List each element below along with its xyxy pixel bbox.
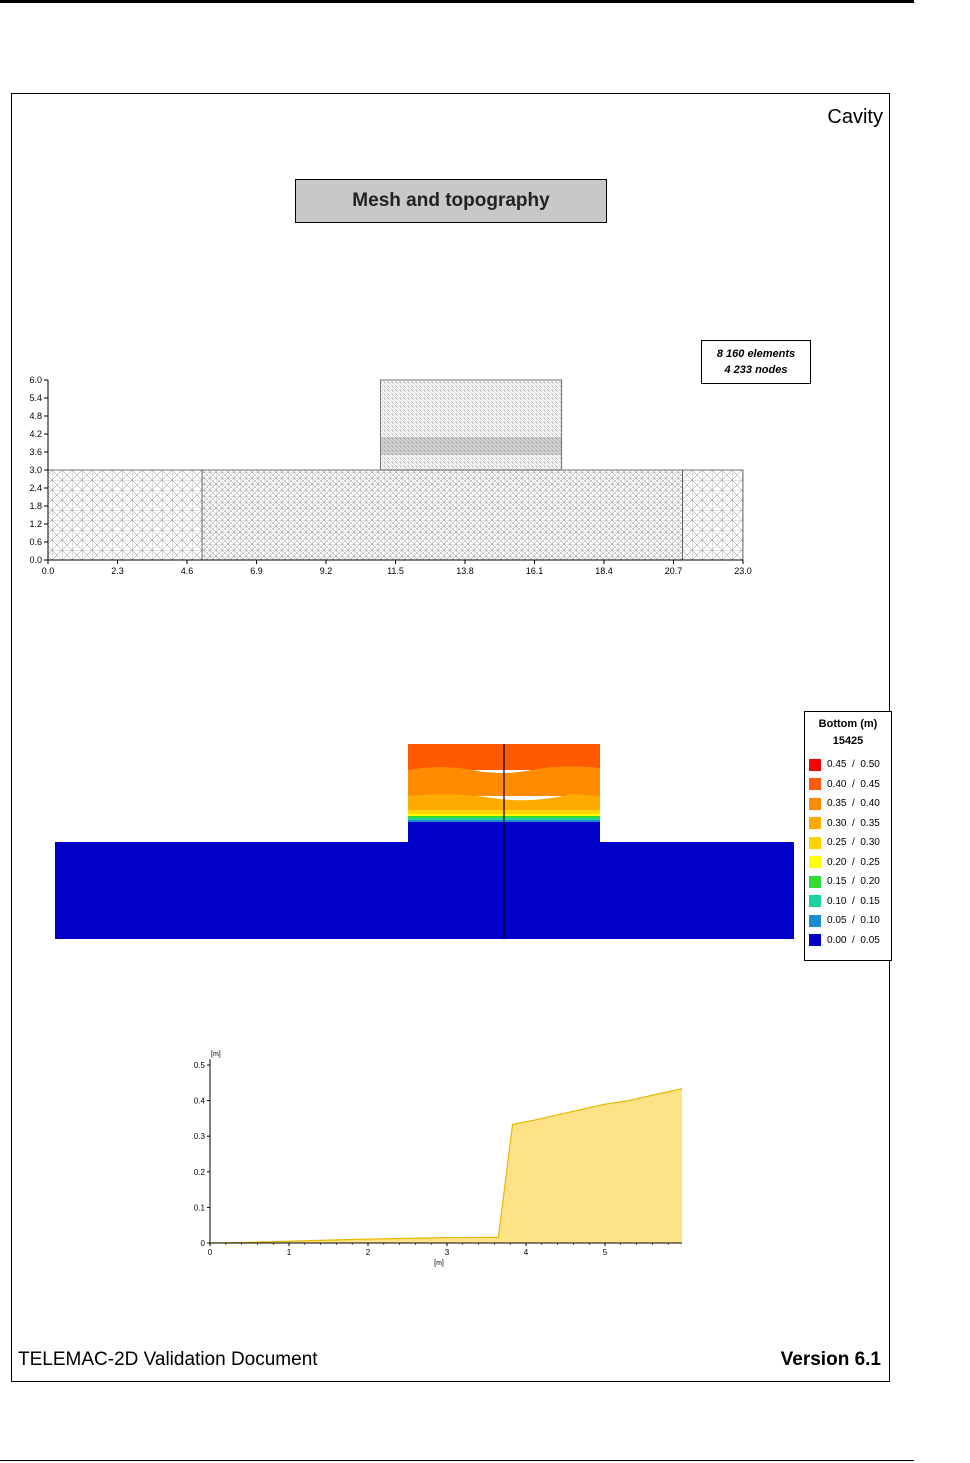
legend-entry: 0.10 / 0.15 [805, 892, 891, 912]
mesh-x-tick-label: 0.0 [42, 566, 55, 576]
legend-swatch [809, 817, 821, 830]
mesh-y-tick-label: 1.2 [29, 519, 42, 529]
legend-entry: 0.40 / 0.45 [805, 775, 891, 795]
mesh-y-tick-label: 0.6 [29, 537, 42, 547]
legend-entry: 0.05 / 0.10 [805, 911, 891, 931]
legend-swatch [809, 778, 821, 791]
mesh-y-tick-label: 1.8 [29, 501, 42, 511]
profile-y-tick-label: 0.3 [194, 1132, 206, 1141]
legend-label: 0.30 / 0.35 [827, 817, 880, 829]
legend-entry: 0.15 / 0.20 [805, 872, 891, 892]
legend-label: 0.20 / 0.25 [827, 856, 880, 868]
legend-swatch [809, 934, 821, 947]
mesh-x-tick-label: 13.8 [456, 566, 474, 576]
bottom-contour-plot [55, 744, 794, 939]
profile-x-tick-label: 4 [524, 1248, 529, 1257]
legend-label: 0.35 / 0.40 [827, 798, 880, 810]
legend-entry: 0.25 / 0.30 [805, 833, 891, 853]
mesh-x-tick-label: 6.9 [250, 566, 263, 576]
legend-swatch [809, 758, 821, 771]
profile-y-tick-label: 0 [201, 1239, 206, 1248]
legend-swatch [809, 797, 821, 810]
mesh-x-tick-label: 16.1 [526, 566, 544, 576]
mesh-main-block [201, 469, 683, 561]
legend-swatch [809, 895, 821, 908]
legend-label: 0.45 / 0.50 [827, 759, 880, 771]
legend-swatch [809, 856, 821, 869]
mesh-outlet-block [682, 469, 744, 561]
mesh-y-tick-label: 4.2 [29, 429, 42, 439]
bottom-profile-chart: 0 0.1 0.2 0.3 0.4 0.5 0 1 2 3 4 5 [m] [m] [194, 1051, 682, 1267]
profile-y-tick-label: 0.1 [194, 1203, 206, 1212]
legend-subtitle: 15425 [832, 735, 864, 747]
mesh-domain [47, 379, 744, 561]
mesh-x-tick-label: 18.4 [595, 566, 613, 576]
legend-label: 0.00 / 0.05 [827, 934, 880, 946]
mesh-inlet-block [47, 469, 203, 561]
case-title: Cavity [827, 106, 883, 128]
header-rule [0, 0, 914, 3]
document-title: TELEMAC-2D Validation Document [18, 1349, 318, 1370]
mesh-title: Mesh and topography [295, 179, 607, 223]
mesh-nodes-count: 4 233 nodes [724, 364, 788, 376]
profile-x-label: [m] [434, 1260, 444, 1267]
profile-x-tick-label: 1 [287, 1248, 292, 1257]
mesh-plot: 0.0 2.3 4.6 6.9 9.2 11.5 13.8 16.1 18.4 20.7 23.0 0… [29, 375, 751, 576]
bottom-legend: Bottom (m) 15425 0.45 / 0.50 0.40 / 0.45 0… [804, 711, 892, 961]
legend-label: 0.40 / 0.45 [827, 778, 880, 790]
mesh-x-tick-label: 2.3 [111, 566, 124, 576]
mesh-x-tick-label: 23.0 [734, 566, 752, 576]
mesh-stats-box: 8 160 elements 4 233 nodes [701, 340, 811, 384]
mesh-x-tick-label: 9.2 [320, 566, 333, 576]
mesh-y-tick-label: 3.0 [29, 465, 42, 475]
legend-swatch [809, 914, 821, 927]
mesh-axes: 0.0 2.3 4.6 6.9 9.2 11.5 13.8 16.1 18.4 20.7 23.0 0… [29, 375, 751, 576]
legend-title: Bottom (m) [818, 718, 878, 730]
figure-frame: Cavity Mesh and topography 8 160 element… [11, 93, 892, 1382]
legend-entry: 0.30 / 0.35 [805, 814, 891, 834]
legend-entry: 0.20 / 0.25 [805, 853, 891, 873]
mesh-cavity-block [379, 379, 563, 471]
profile-line [209, 1087, 682, 1244]
legend-label: 0.05 / 0.10 [827, 915, 880, 927]
profile-x-tick-label: 5 [603, 1248, 608, 1257]
mesh-refined-band [380, 437, 562, 455]
legend-label: 0.25 / 0.30 [827, 837, 880, 849]
mesh-x-tick-label: 4.6 [181, 566, 194, 576]
mesh-elements-count: 8 160 elements [716, 348, 796, 360]
mesh-y-tick-label: 0.0 [29, 555, 42, 565]
footer-rule [0, 1460, 914, 1461]
mesh-x-tick-label: 20.7 [665, 566, 683, 576]
profile-x-tick-label: 0 [208, 1248, 213, 1257]
profile-y-tick-label: 0.2 [194, 1168, 206, 1177]
profile-y-tick-label: 0.4 [194, 1097, 206, 1106]
contour-channel [55, 842, 794, 939]
profile-x-tick-label: 2 [366, 1248, 371, 1257]
profile-y-label: [m] [211, 1051, 221, 1058]
legend-label: 0.15 / 0.20 [827, 876, 880, 888]
mesh-x-tick-label: 11.5 [387, 566, 404, 576]
mesh-y-tick-label: 4.8 [29, 411, 42, 421]
mesh-y-tick-label: 5.4 [29, 393, 42, 403]
mesh-y-tick-label: 3.6 [29, 447, 42, 457]
profile-y-tick-label: 0.5 [194, 1061, 206, 1070]
legend-entry: 0.35 / 0.40 [805, 794, 891, 814]
profile-area [210, 1088, 682, 1243]
profile-x-tick-label: 3 [445, 1248, 450, 1257]
document-version: Version 6.1 [780, 1349, 881, 1370]
legend-swatch [809, 875, 821, 888]
legend-swatch [809, 836, 821, 849]
mesh-y-tick-label: 2.4 [29, 483, 42, 493]
legend-label: 0.10 / 0.15 [827, 895, 880, 907]
legend-entry: 0.45 / 0.50 [805, 755, 891, 775]
mesh-y-tick-label: 6.0 [29, 375, 42, 385]
legend-entry: 0.00 / 0.05 [805, 931, 891, 951]
